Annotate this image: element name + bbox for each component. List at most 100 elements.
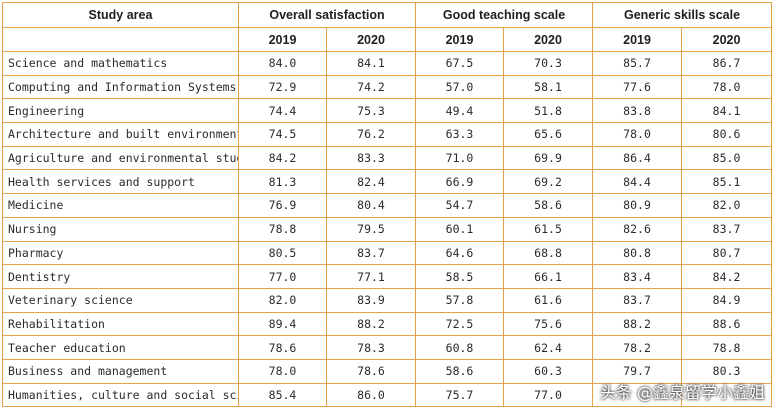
value-cell: 82.6 (592, 216, 683, 242)
study-area-cell: Pharmacy (2, 240, 239, 266)
value-cell: 78.6 (325, 358, 417, 384)
value-cell: 79.5 (325, 216, 417, 242)
value-cell: 80.4 (325, 193, 417, 218)
table-row: Pharmacy 80.5 83.7 64.6 68.8 80.8 80.7 (2, 240, 773, 266)
value-cell: 83.4 (592, 264, 683, 289)
table-row: Rehabilitation 89.4 88.2 72.5 75.6 88.2 88.6 (2, 311, 773, 337)
value-cell: 82.0 (238, 287, 327, 313)
value-cell: 83.3 (325, 145, 417, 171)
value-cell: 68.8 (503, 240, 594, 266)
value-cell: 85.4 (238, 382, 327, 408)
study-area-cell: Veterinary science (2, 287, 239, 313)
value-cell: 83.7 (325, 240, 417, 266)
year-header: 2020 (503, 27, 594, 52)
table-row: Computing and Information Systems 72.9 74.… (2, 74, 773, 100)
value-cell: 83.7 (592, 287, 683, 313)
value-cell (681, 382, 773, 408)
value-cell: 82.0 (681, 193, 773, 218)
value-cell: 58.5 (415, 264, 505, 289)
year-header: 2019 (415, 27, 505, 52)
value-cell: 88.2 (592, 311, 683, 337)
value-cell: 80.3 (681, 358, 773, 384)
value-cell: 74.5 (238, 122, 327, 147)
table-row: Teacher education 78.6 78.3 60.8 62.4 78.2 78.… (2, 335, 773, 360)
year-header: 2019 (592, 27, 683, 52)
value-cell: 65.6 (503, 122, 594, 147)
table-row: Nursing 78.8 79.5 60.1 61.5 82.6 83.7 (2, 216, 773, 242)
study-area-cell: Architecture and built environment (2, 122, 239, 147)
table-row: Veterinary science 82.0 83.9 57.8 61.6 83.7 84… (2, 287, 773, 313)
year-header: 2020 (325, 27, 417, 52)
value-cell: 72.9 (238, 74, 327, 100)
study-area-cell: Nursing (2, 216, 239, 242)
value-cell: 71.0 (415, 145, 505, 171)
value-cell: 74.4 (238, 98, 327, 124)
value-cell: 78.6 (238, 335, 327, 360)
value-cell: 61.6 (503, 287, 594, 313)
value-cell: 86.4 (592, 145, 683, 171)
value-cell: 80.9 (592, 193, 683, 218)
value-cell: 86.0 (325, 382, 417, 408)
study-area-cell: Science and mathematics (2, 51, 239, 76)
value-cell: 82.4 (325, 169, 417, 195)
value-cell: 75.6 (503, 311, 594, 337)
value-cell: 88.2 (325, 311, 417, 337)
value-cell: 75.3 (325, 98, 417, 124)
value-cell: 64.6 (415, 240, 505, 266)
value-cell: 78.0 (238, 358, 327, 384)
value-cell: 77.6 (592, 74, 683, 100)
value-cell: 66.9 (415, 169, 505, 195)
table-row: Dentistry 77.0 77.1 58.5 66.1 83.4 84.2 (2, 264, 773, 289)
value-cell: 78.8 (681, 335, 773, 360)
value-cell: 76.9 (238, 193, 327, 218)
value-cell: 84.9 (681, 287, 773, 313)
table-body: Science and mathematics 84.0 84.1 67.5 70.3 8… (2, 51, 773, 408)
study-area-cell: Rehabilitation (2, 311, 239, 337)
value-cell: 80.8 (592, 240, 683, 266)
value-cell: 78.0 (681, 74, 773, 100)
value-cell: 85.0 (681, 145, 773, 171)
value-cell: 63.3 (415, 122, 505, 147)
table-row: Engineering 74.4 75.3 49.4 51.8 83.8 84.1 (2, 98, 773, 124)
study-area-subheader (2, 27, 239, 52)
study-area-cell: Dentistry (2, 264, 239, 289)
value-cell: 60.3 (503, 358, 594, 384)
value-cell: 77.0 (503, 382, 594, 408)
value-cell: 61.5 (503, 216, 594, 242)
value-cell: 58.1 (503, 74, 594, 100)
value-cell: 83.7 (681, 216, 773, 242)
value-cell: 88.6 (681, 311, 773, 337)
value-cell: 80.7 (681, 240, 773, 266)
table-row: Health services and support 81.3 82.4 66.9 6… (2, 169, 773, 195)
value-cell: 83.8 (592, 98, 683, 124)
value-cell: 49.4 (415, 98, 505, 124)
value-cell: 54.7 (415, 193, 505, 218)
value-cell: 89.4 (238, 311, 327, 337)
value-cell: 51.8 (503, 98, 594, 124)
table-row: Architecture and built environment 74.5 76… (2, 122, 773, 147)
value-cell: 58.6 (415, 358, 505, 384)
value-cell: 75.7 (415, 382, 505, 408)
value-cell: 57.8 (415, 287, 505, 313)
value-cell: 57.0 (415, 74, 505, 100)
value-cell: 66.1 (503, 264, 594, 289)
year-header: 2019 (238, 27, 327, 52)
value-cell: 84.1 (325, 51, 417, 76)
value-cell: 84.2 (238, 145, 327, 171)
table-row: Humanities, culture and social sciences8… (2, 382, 773, 408)
value-cell: 79.7 (592, 358, 683, 384)
value-cell: 62.4 (503, 335, 594, 360)
study-area-cell: Humanities, culture and social sciences (2, 382, 239, 408)
study-area-cell: Computing and Information Systems (2, 74, 239, 100)
value-cell: 78.2 (592, 335, 683, 360)
value-cell: 81.3 (238, 169, 327, 195)
value-cell: 84.4 (592, 169, 683, 195)
year-header: 2020 (681, 27, 773, 52)
value-cell: 74.2 (325, 74, 417, 100)
value-cell: 80.5 (238, 240, 327, 266)
generic-skills-header: Generic skills scale (592, 2, 773, 28)
value-cell: 85.1 (681, 169, 773, 195)
value-cell: 72.5 (415, 311, 505, 337)
value-cell: 78.8 (238, 216, 327, 242)
